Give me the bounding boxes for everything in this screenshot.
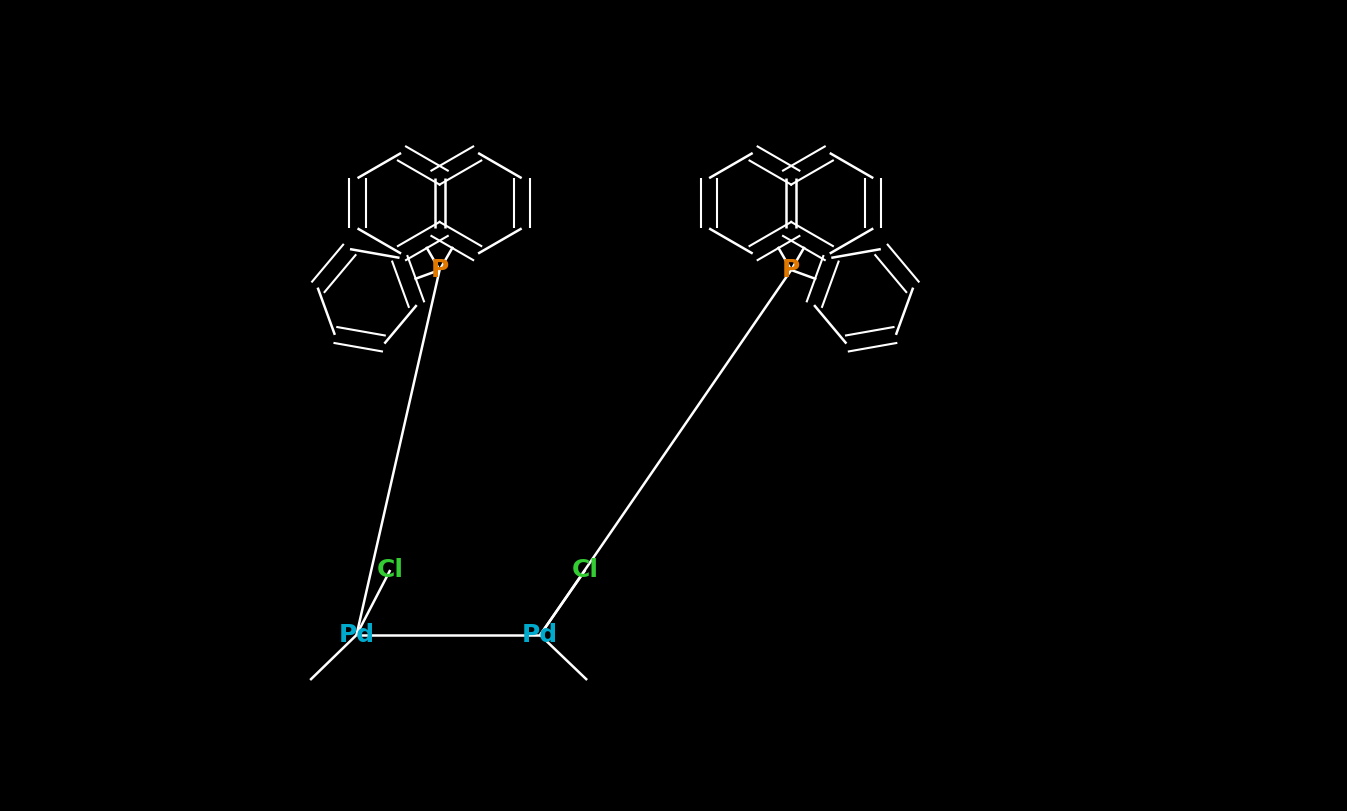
Text: Pd: Pd — [338, 623, 374, 647]
Text: Pd: Pd — [523, 623, 558, 647]
Text: P: P — [783, 258, 800, 282]
Text: P: P — [431, 258, 449, 282]
Text: Cl: Cl — [571, 558, 599, 582]
Text: Cl: Cl — [377, 558, 404, 582]
